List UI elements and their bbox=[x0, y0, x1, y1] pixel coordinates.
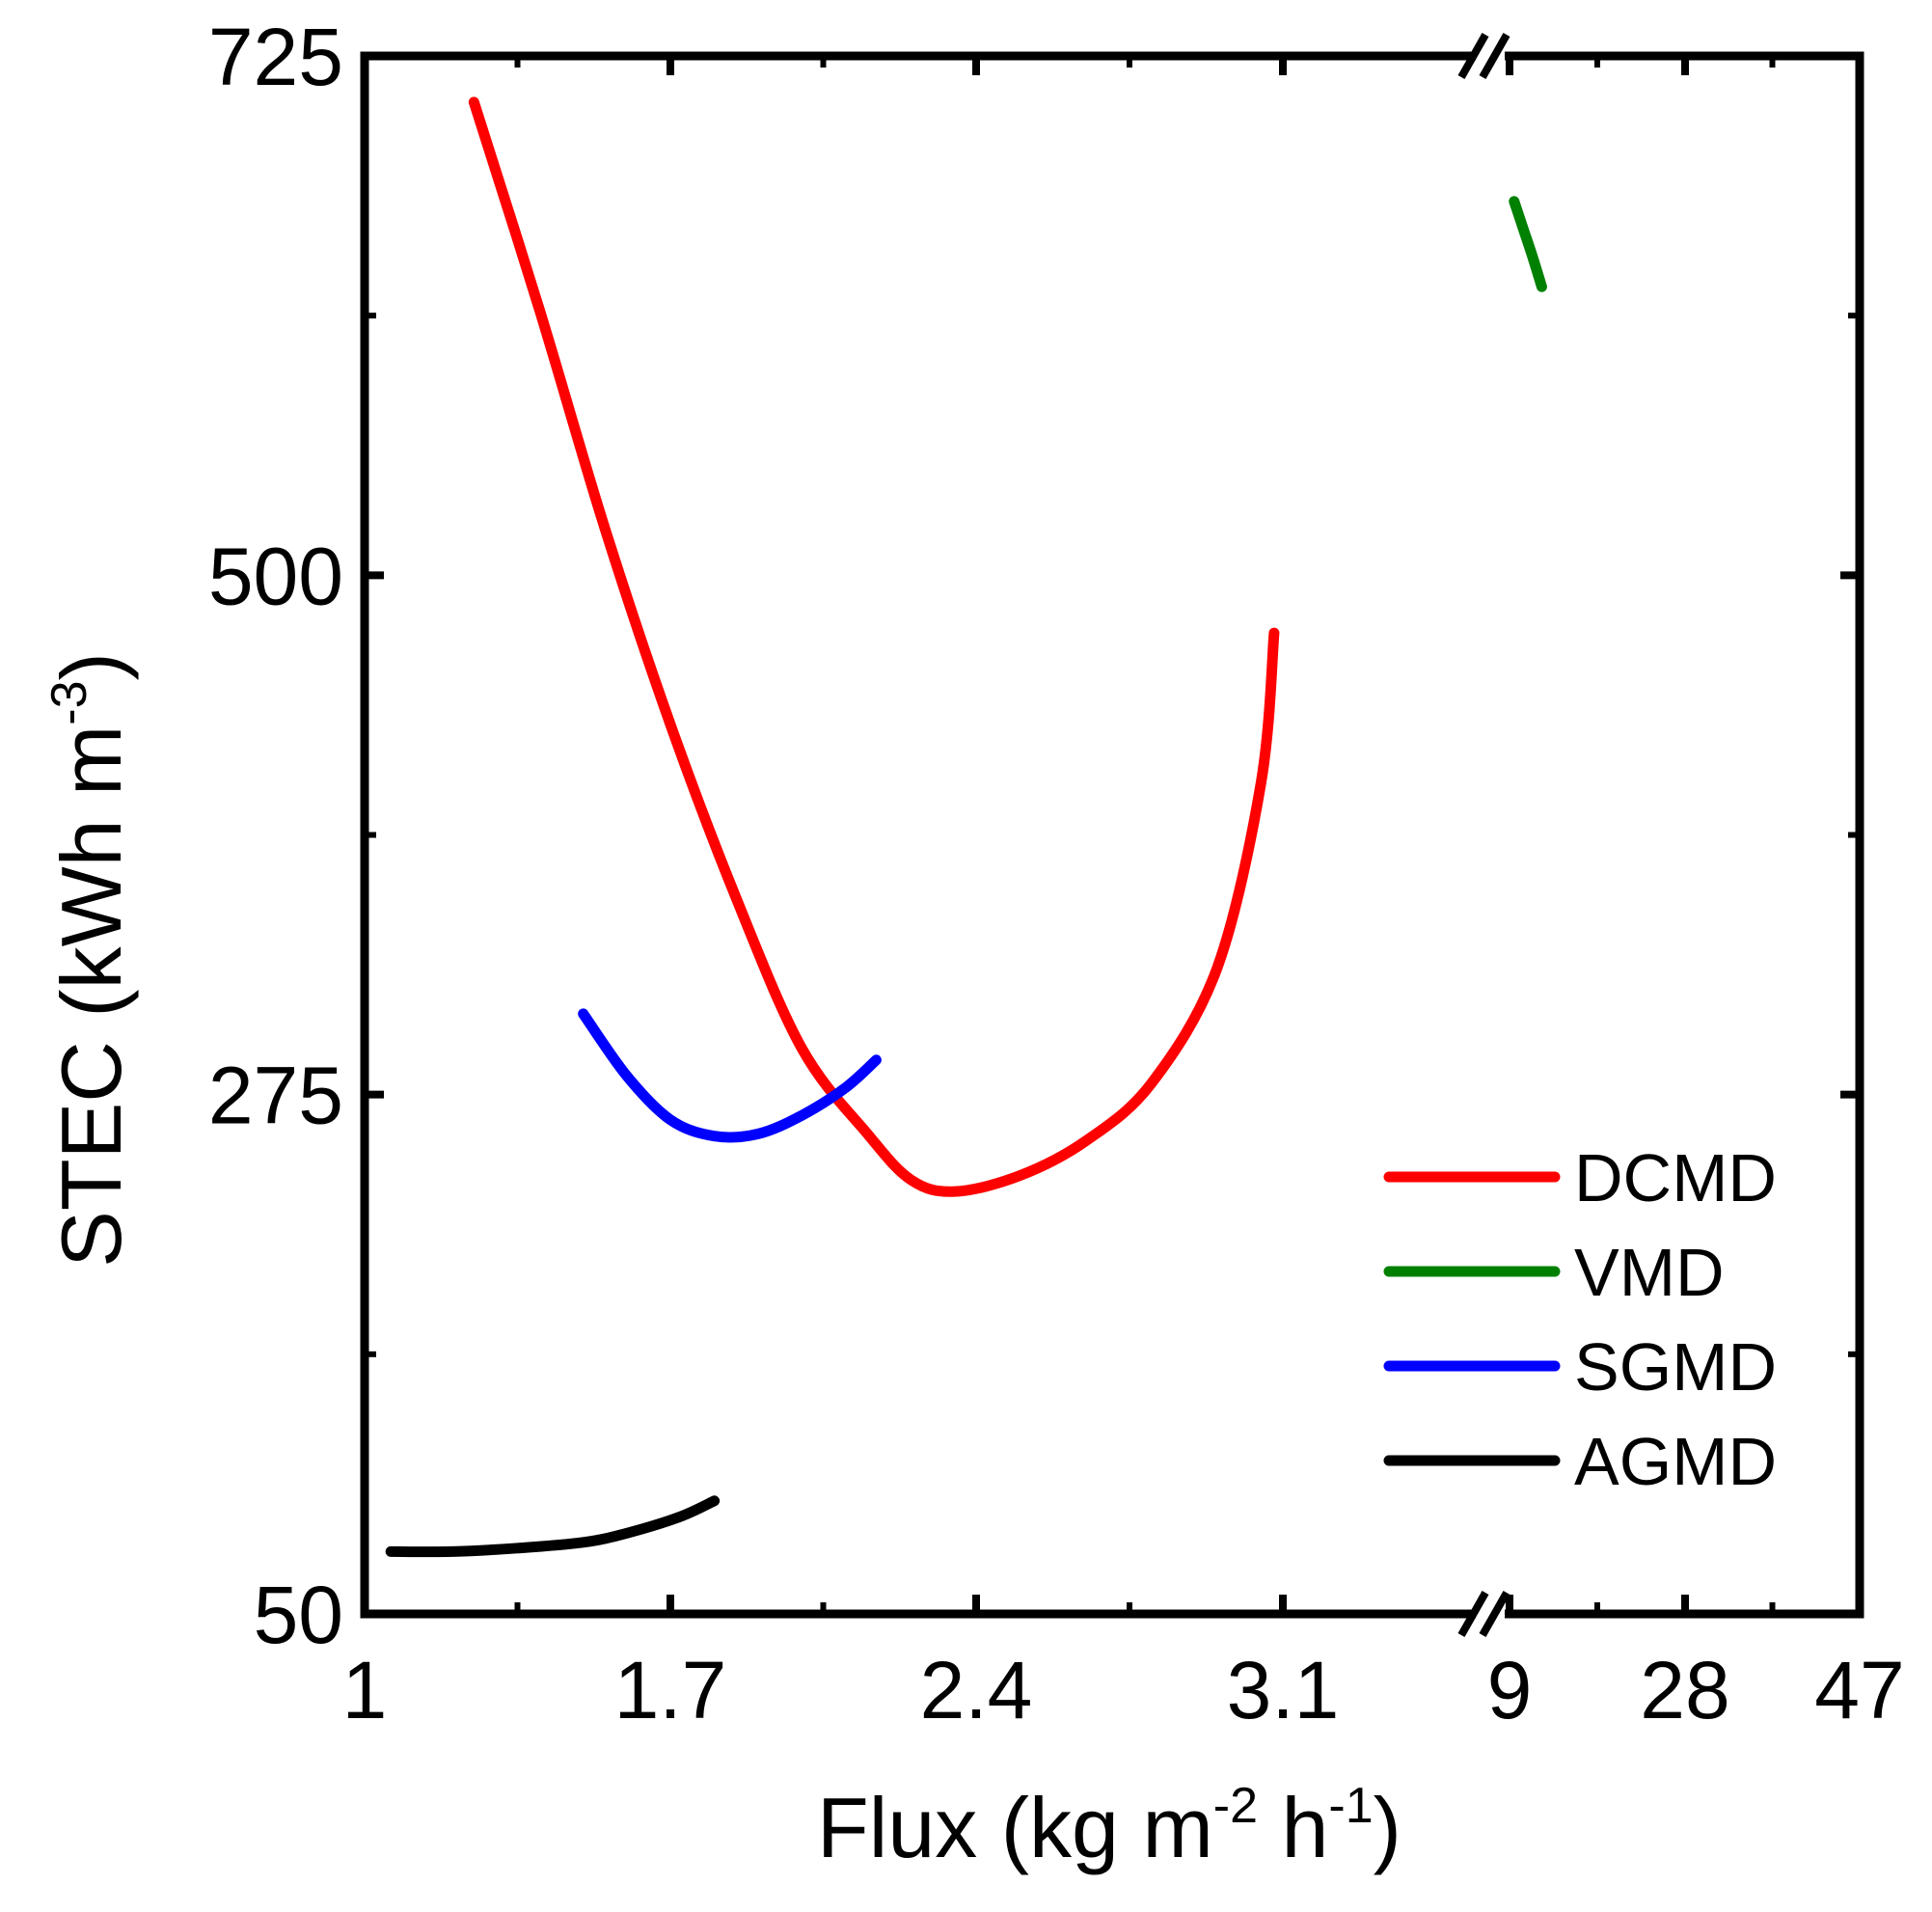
axis-break-slash bbox=[1457, 33, 1489, 79]
y-tick-label: 50 bbox=[254, 1570, 343, 1660]
y-tick-label: 275 bbox=[208, 1051, 343, 1141]
x-tick-label: 9 bbox=[1487, 1645, 1533, 1735]
legend-label-dcmd: DCMD bbox=[1574, 1140, 1777, 1215]
y-axis-title: STEC (kWh m-3) bbox=[41, 652, 139, 1268]
x-tick-label: 1.7 bbox=[614, 1645, 727, 1735]
axes-layer bbox=[360, 33, 1864, 1637]
legend-label-sgmd: SGMD bbox=[1574, 1329, 1777, 1405]
axis-break-slash bbox=[1479, 33, 1510, 79]
series-layer bbox=[385, 96, 1547, 1558]
x-tick-label: 47 bbox=[1814, 1645, 1904, 1735]
legend: DCMD VMD SGMD AGMD bbox=[1383, 1140, 1777, 1499]
x-tick-label: 1 bbox=[342, 1645, 388, 1735]
x-tick-label: 28 bbox=[1640, 1645, 1729, 1735]
legend-label-vmd: VMD bbox=[1574, 1235, 1725, 1310]
x-tick-label: 2.4 bbox=[920, 1645, 1033, 1735]
series-line-vmd bbox=[1509, 196, 1547, 292]
x-tick-label: 3.1 bbox=[1227, 1645, 1340, 1735]
y-tick-label: 500 bbox=[208, 531, 343, 621]
tick-labels-layer: 50 275 500 725 1 1.7 2.4 3.1 9 28 47 bbox=[208, 12, 1905, 1735]
axis-break-slash bbox=[1457, 1591, 1489, 1637]
y-tick-label: 725 bbox=[208, 12, 343, 102]
legend-label-agmd: AGMD bbox=[1574, 1424, 1777, 1499]
series-line-sgmd bbox=[578, 1008, 882, 1143]
x-axis-title: Flux (kg m-2 h-1) bbox=[817, 1778, 1401, 1875]
series-line-dcmd bbox=[468, 96, 1280, 1197]
series-line-agmd bbox=[385, 1495, 721, 1558]
axis-break-slash bbox=[1479, 1591, 1510, 1637]
